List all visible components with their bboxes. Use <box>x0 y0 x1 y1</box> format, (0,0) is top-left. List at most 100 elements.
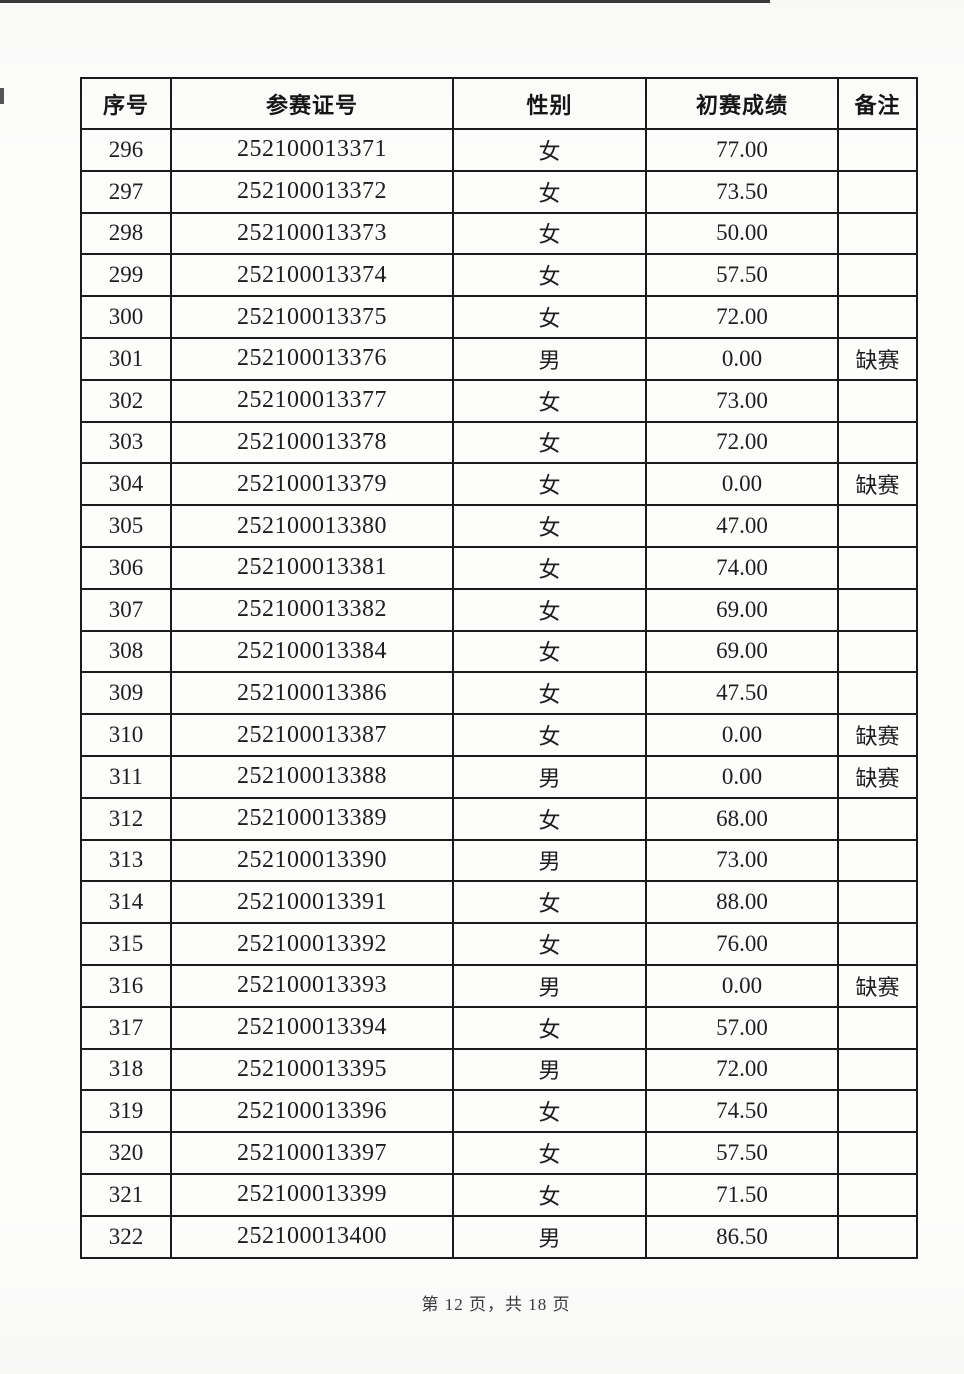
cell-seq: 308 <box>80 629 172 674</box>
cell-seq: 297 <box>80 169 172 214</box>
cell-seq: 301 <box>80 336 172 381</box>
cell-score: 50.00 <box>645 211 839 256</box>
cell-score: 86.50 <box>645 1214 839 1259</box>
cell-id: 252100013387 <box>170 713 454 757</box>
col-header-seq: 序号 <box>80 77 172 130</box>
cell-remark: 缺赛 <box>837 754 918 799</box>
cell-seq: 318 <box>80 1047 172 1092</box>
cell-id: 252100013375 <box>170 295 454 339</box>
cell-seq: 302 <box>80 378 172 423</box>
cell-gender: 女 <box>452 1005 647 1050</box>
cell-seq: 299 <box>80 253 172 298</box>
cell-remark <box>837 1172 918 1217</box>
cell-seq: 319 <box>80 1089 172 1134</box>
cell-seq: 311 <box>80 754 172 799</box>
cell-seq: 309 <box>80 671 172 716</box>
table-row: 319 252100013396 女 74.50 <box>80 1089 918 1134</box>
cell-score: 72.00 <box>645 295 839 339</box>
cell-seq: 321 <box>80 1172 172 1217</box>
col-header-score: 初赛成绩 <box>645 77 839 130</box>
cell-seq: 314 <box>80 880 172 925</box>
cell-remark <box>837 169 918 214</box>
table-row: 322 252100013400 男 86.50 <box>80 1214 918 1259</box>
table-row: 318 252100013395 男 72.00 <box>80 1047 918 1092</box>
cell-score: 0.00 <box>645 963 839 1008</box>
cell-id: 252100013382 <box>170 587 454 632</box>
cell-score: 73.00 <box>645 378 839 423</box>
cell-id: 252100013396 <box>170 1089 454 1134</box>
cell-id: 252100013377 <box>170 378 454 423</box>
cell-id: 252100013391 <box>170 880 454 925</box>
preliminary-results-table: 序号 参赛证号 性别 初赛成绩 备注 296 252100013371 女 77.00… <box>80 77 918 1259</box>
table-row: 301 252100013376 男 0.00 缺赛 <box>80 336 918 381</box>
cell-seq: 306 <box>80 545 172 590</box>
cell-id: 252100013376 <box>170 336 454 381</box>
cell-id: 252100013380 <box>170 504 454 548</box>
cell-score: 73.00 <box>645 838 839 883</box>
cell-gender: 女 <box>452 378 647 423</box>
cell-score: 74.50 <box>645 1089 839 1134</box>
cell-score: 57.50 <box>645 1131 839 1175</box>
cell-id: 252100013371 <box>170 128 454 172</box>
table-row: 317 252100013394 女 57.00 <box>80 1005 918 1050</box>
cell-seq: 307 <box>80 587 172 632</box>
cell-id: 252100013384 <box>170 629 454 674</box>
cell-remark: 缺赛 <box>837 462 918 507</box>
cell-seq: 312 <box>80 796 172 841</box>
cell-score: 71.50 <box>645 1172 839 1217</box>
cell-gender: 女 <box>452 420 647 465</box>
cell-id: 252100013378 <box>170 420 454 465</box>
table-body: 296 252100013371 女 77.00 297 252100013372 女 73.… <box>80 128 918 1259</box>
table-row: 307 252100013382 女 69.00 <box>80 587 918 632</box>
cell-gender: 女 <box>452 1089 647 1134</box>
table-row: 311 252100013388 男 0.00 缺赛 <box>80 754 918 799</box>
cell-gender: 女 <box>452 922 647 966</box>
cell-score: 69.00 <box>645 587 839 632</box>
table-row: 310 252100013387 女 0.00 缺赛 <box>80 713 918 757</box>
table-row: 304 252100013379 女 0.00 缺赛 <box>80 462 918 507</box>
table-row: 299 252100013374 女 57.50 <box>80 253 918 298</box>
cell-gender: 男 <box>452 336 647 381</box>
cell-id: 252100013389 <box>170 796 454 841</box>
cell-score: 57.50 <box>645 253 839 298</box>
table-row: 300 252100013375 女 72.00 <box>80 295 918 339</box>
cell-remark <box>837 587 918 632</box>
cell-score: 47.50 <box>645 671 839 716</box>
cell-gender: 女 <box>452 295 647 339</box>
cell-id: 252100013394 <box>170 1005 454 1050</box>
cell-id: 252100013372 <box>170 169 454 214</box>
cell-seq: 322 <box>80 1214 172 1259</box>
col-header-gender: 性别 <box>452 77 647 130</box>
cell-id: 252100013393 <box>170 963 454 1008</box>
cell-gender: 男 <box>452 1047 647 1092</box>
col-header-remark: 备注 <box>837 77 918 130</box>
table-row: 297 252100013372 女 73.50 <box>80 169 918 214</box>
cell-gender: 女 <box>452 1172 647 1217</box>
table-row: 320 252100013397 女 57.50 <box>80 1131 918 1175</box>
cell-gender: 女 <box>452 253 647 298</box>
cell-gender: 女 <box>452 629 647 674</box>
page-footer: 第 12 页，共 18 页 <box>421 1295 571 1314</box>
cell-score: 47.00 <box>645 504 839 548</box>
cell-remark <box>837 545 918 590</box>
cell-seq: 296 <box>80 128 172 172</box>
col-header-id: 参赛证号 <box>170 77 454 130</box>
table-row: 314 252100013391 女 88.00 <box>80 880 918 925</box>
scan-artifact-left-tick <box>0 88 4 104</box>
table-row: 312 252100013389 女 68.00 <box>80 796 918 841</box>
table-row: 306 252100013381 女 74.00 <box>80 545 918 590</box>
cell-remark <box>837 1214 918 1259</box>
cell-remark <box>837 629 918 674</box>
cell-gender: 女 <box>452 796 647 841</box>
cell-id: 252100013390 <box>170 838 454 883</box>
cell-gender: 男 <box>452 1214 647 1259</box>
cell-gender: 女 <box>452 587 647 632</box>
cell-score: 0.00 <box>645 462 839 507</box>
cell-remark <box>837 378 918 423</box>
cell-remark <box>837 211 918 256</box>
cell-gender: 女 <box>452 545 647 590</box>
cell-seq: 304 <box>80 462 172 507</box>
table-row: 321 252100013399 女 71.50 <box>80 1172 918 1217</box>
cell-seq: 320 <box>80 1131 172 1175</box>
